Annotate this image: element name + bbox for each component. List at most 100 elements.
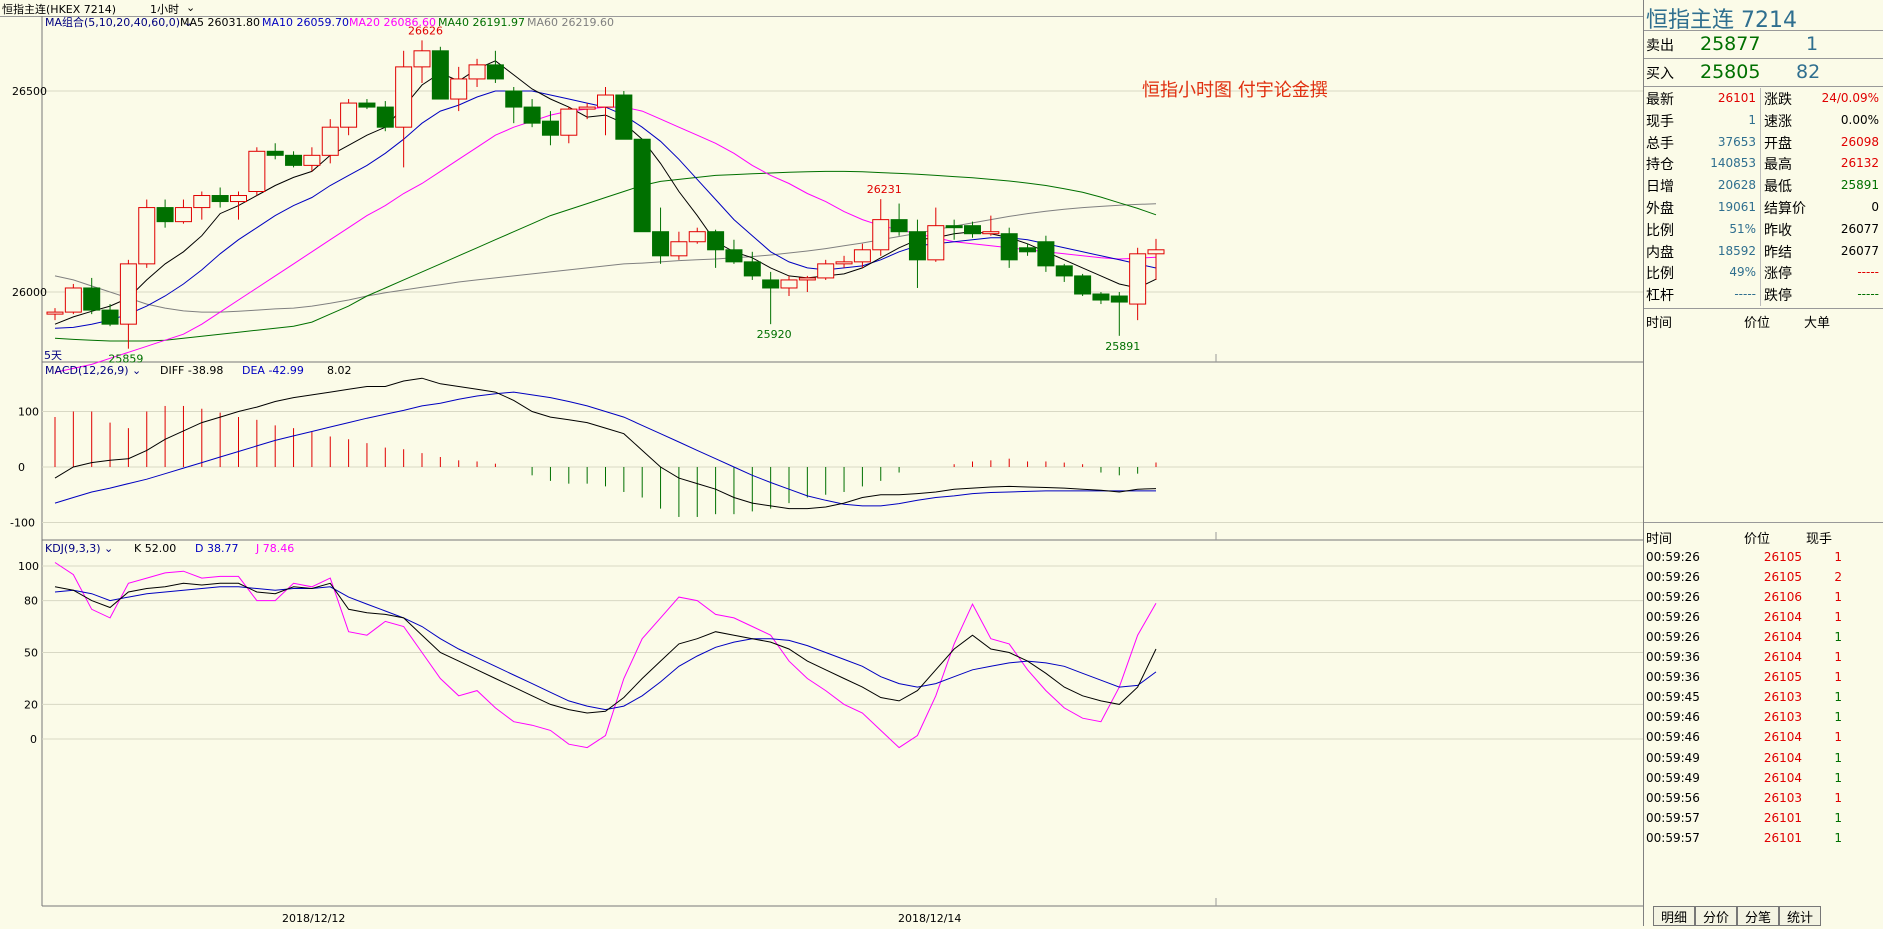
candle-body	[633, 138, 651, 233]
ma40-line	[54, 170, 1157, 342]
quote-title: 恒指主连 7214	[1646, 8, 1797, 33]
y-tick-label: 0	[18, 461, 25, 474]
column-header: 现手	[1806, 532, 1833, 547]
candle-body	[101, 309, 119, 325]
tick-price: 26105	[1763, 670, 1802, 685]
candle-body	[688, 231, 706, 243]
candle-body	[890, 219, 908, 233]
tick-volume: 1	[1834, 690, 1842, 705]
tab-trade[interactable]: 分笔	[1737, 906, 1779, 926]
stat-label: 现手	[1646, 113, 1674, 130]
stat-label: 涨跌	[1764, 92, 1792, 108]
candle-body	[541, 120, 559, 136]
ma-legend-item: MA5 26031.80	[180, 16, 260, 29]
kdj-j-label: J 78.46	[255, 542, 294, 555]
y-tick-label: 80	[24, 595, 38, 608]
buy-row: 买入 25805 82	[1644, 61, 1883, 83]
candle-body	[230, 195, 247, 203]
tick-volume: 1	[1834, 650, 1842, 665]
stat-label: 开盘	[1764, 135, 1792, 152]
sell-row: 卖出 25877 1	[1644, 33, 1883, 55]
stat-value: 0	[1871, 200, 1879, 214]
candle-body	[872, 219, 890, 251]
tick-volume: 1	[1834, 550, 1842, 564]
candle-body	[578, 106, 596, 110]
candle-body	[376, 106, 394, 128]
tick-volume: 1	[1834, 790, 1842, 805]
tick-volume: 2	[1834, 570, 1842, 585]
candle-body	[395, 66, 413, 128]
candle-body	[1000, 233, 1018, 261]
candle-body	[982, 231, 1000, 235]
stat-value: 26077	[1840, 221, 1879, 236]
tick-volume: 1	[1834, 630, 1842, 645]
candle-body	[817, 263, 835, 279]
tab-stats[interactable]: 统计	[1779, 906, 1821, 926]
y-tick-label: -100	[10, 517, 35, 530]
candle-body	[1092, 293, 1110, 301]
candle-body	[725, 249, 743, 263]
x-tick-label: 2018/12/12	[282, 912, 345, 925]
stat-value: -----	[1857, 287, 1879, 302]
column-header: 价位	[1744, 532, 1771, 547]
tick-time: 00:59:49	[1646, 770, 1700, 785]
y-tick-label: 0	[30, 733, 37, 746]
symbol-title[interactable]: 恒指主连(HKEX 7214)	[2, 3, 117, 16]
tick-time: 00:59:26	[1646, 610, 1700, 625]
tick-time: 00:59:26	[1646, 550, 1700, 564]
trough-label: 25859	[108, 353, 143, 366]
stat-label: 总手	[1646, 135, 1674, 152]
stat-value: 18592	[1717, 243, 1756, 258]
candle-body	[156, 207, 174, 223]
tick-volume: 1	[1834, 670, 1842, 685]
stat-value: 37653	[1717, 134, 1756, 149]
macd-diff-line	[54, 377, 1157, 510]
candle-body	[1037, 241, 1055, 267]
candle-body	[119, 263, 137, 325]
macd-dea-line	[54, 391, 1156, 507]
stat-label: 外盘	[1646, 201, 1674, 217]
tick-price: 26103	[1763, 690, 1802, 705]
tick-volume: 1	[1834, 730, 1842, 745]
chart-toolbar: 恒指主连(HKEX 7214) 1小时 ⌄	[0, 0, 1643, 17]
tick-price: 26104	[1763, 730, 1802, 745]
tick-volume: 1	[1834, 770, 1842, 785]
kdj-k-label: K 52.00	[134, 542, 176, 555]
stat-value: 26077	[1840, 243, 1879, 258]
candle-body	[780, 279, 798, 289]
tick-volume: 1	[1834, 610, 1842, 625]
candle-body	[652, 231, 670, 257]
quote-panel: 恒指主连 7214 卖出 25877 1 买入 25805 82 最新 26101…	[1643, 0, 1883, 926]
stat-value: 26101	[1717, 91, 1756, 105]
tick-price: 26104	[1763, 750, 1802, 765]
candle-body	[46, 311, 64, 315]
period-selector[interactable]: 1小时	[150, 3, 179, 16]
candle-body	[523, 106, 541, 124]
stat-value: 20628	[1717, 178, 1756, 193]
ma20-line	[54, 106, 1157, 373]
stat-label: 昨收	[1764, 222, 1792, 239]
chart-annotation: 恒指小时图 付宇论金撰	[1142, 80, 1328, 101]
candle-body	[1110, 295, 1128, 303]
buy-label: 买入	[1646, 66, 1674, 82]
tick-time: 00:59:57	[1646, 810, 1700, 825]
sell-label: 卖出	[1646, 38, 1674, 54]
stat-value: 24/0.09%	[1821, 91, 1879, 105]
stat-value: -----	[1734, 287, 1756, 302]
chevron-down-icon[interactable]: ⌄	[186, 1, 196, 14]
stat-label: 昨结	[1764, 244, 1792, 261]
tick-price: 26103	[1763, 710, 1802, 725]
candle-body	[1055, 265, 1073, 277]
tick-price: 26104	[1763, 610, 1802, 625]
candle-body	[1129, 253, 1147, 305]
stat-label: 涨停	[1764, 266, 1792, 283]
trough-label: 25891	[1105, 340, 1140, 353]
tick-price: 26101	[1763, 810, 1802, 825]
candle-body	[303, 154, 321, 166]
tab-price[interactable]: 分价	[1695, 906, 1737, 926]
tab-detail[interactable]: 明细	[1653, 906, 1695, 926]
kline-chart[interactable]: 26500 26000 100 0 -100 100 80 50 20 0 26626 26231 25…	[0, 15, 1643, 926]
stat-label: 最低	[1764, 179, 1792, 196]
tick-volume: 1	[1834, 590, 1842, 605]
ma-legend-item: MA20 26086.60	[349, 16, 436, 29]
